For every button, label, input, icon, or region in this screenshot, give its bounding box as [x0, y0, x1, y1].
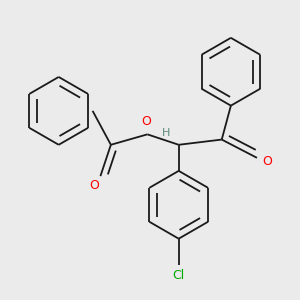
Text: O: O [89, 179, 99, 192]
Text: Cl: Cl [172, 269, 185, 282]
Text: O: O [141, 115, 151, 128]
Text: H: H [161, 128, 170, 138]
Text: O: O [262, 155, 272, 168]
